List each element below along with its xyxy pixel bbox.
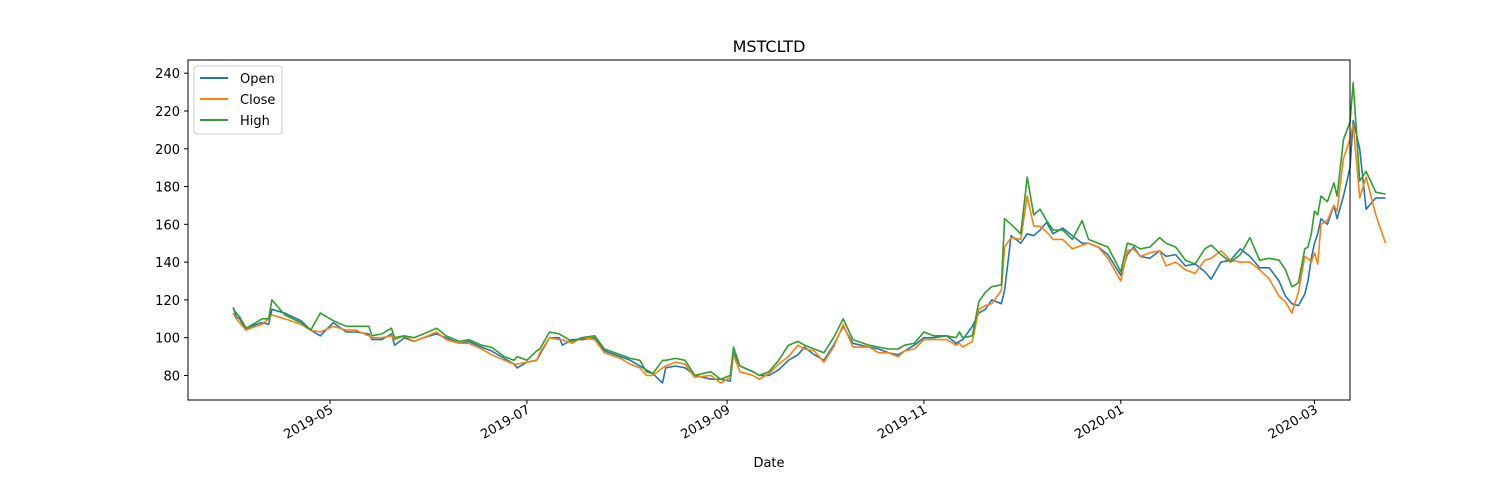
chart-title: MSTCLTD <box>733 37 806 56</box>
legend-label-high: High <box>240 114 270 129</box>
y-tick-label: 220 <box>155 105 180 120</box>
y-tick-label: 180 <box>155 181 180 196</box>
x-axis-title: Date <box>753 456 784 471</box>
plot-lines <box>232 81 1387 384</box>
y-tick-label: 240 <box>155 67 180 82</box>
legend-label-open: Open <box>240 72 275 87</box>
series-line-high <box>232 81 1386 380</box>
legend-frame <box>193 65 283 135</box>
plot-frame <box>187 59 1351 401</box>
y-tick-label: 80 <box>163 369 180 384</box>
legend-label-close: Close <box>240 93 275 108</box>
y-axis-ticks: 80 100 120 140 160 180 200 220 240 <box>155 67 188 384</box>
series-line-close <box>232 123 1387 384</box>
y-tick-label: 200 <box>155 143 180 158</box>
y-tick-label: 120 <box>155 294 180 309</box>
y-tick-label: 140 <box>155 256 180 271</box>
y-tick-label: 100 <box>155 332 180 347</box>
y-tick-label: 160 <box>155 218 180 233</box>
legend: Open Close High <box>193 65 283 135</box>
